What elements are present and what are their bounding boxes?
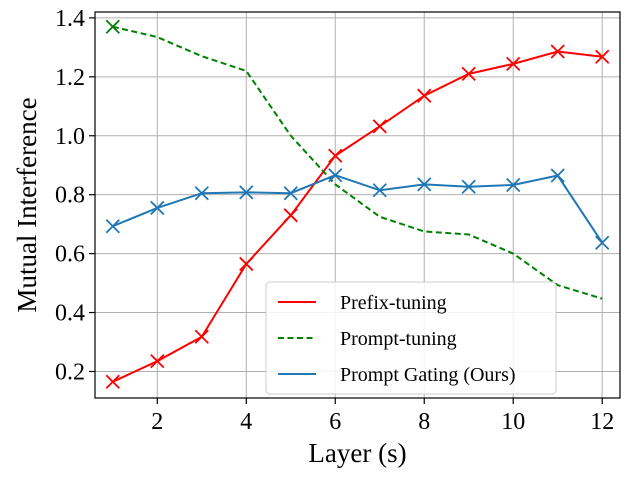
y-tick-label: 0.8 [55, 183, 85, 209]
series-line [112, 25, 603, 300]
data-point-marker [506, 177, 521, 193]
x-tick-label: 4 [240, 409, 252, 435]
legend-entry: Prompt Gating (Ours) [340, 364, 516, 386]
plot-frame [94, 11, 621, 399]
legend-entry: Prompt-tuning [340, 328, 457, 350]
data-point-marker [194, 329, 209, 344]
legend-entry: Prefix-tuning [340, 292, 447, 314]
data-point-marker [105, 374, 120, 389]
legend-box [265, 281, 557, 395]
data-point-marker [239, 185, 254, 200]
y-tick-label: 1.2 [55, 65, 85, 91]
data-point-marker [461, 179, 476, 194]
data-point-marker [150, 354, 165, 369]
data-point-marker [328, 148, 343, 163]
y-tick-label: 0.2 [55, 359, 85, 385]
legend: Prefix-tuning Prompt-tuning Prompt Gating … [265, 281, 557, 395]
series-line [112, 50, 603, 383]
data-point-marker [372, 183, 387, 198]
series-2 [105, 19, 603, 300]
data-point-marker [328, 168, 343, 183]
data-point-marker [105, 19, 120, 34]
x-tick-label: 12 [590, 409, 614, 435]
x-axis-label: Layer (s) [308, 438, 406, 468]
data-point-marker [550, 168, 565, 183]
data-point-marker [595, 235, 610, 250]
data-point-marker [239, 256, 254, 272]
x-tick-label: 8 [418, 409, 430, 435]
data-point-marker [417, 177, 432, 192]
data-point-marker [550, 44, 565, 59]
data-point-marker [283, 186, 298, 201]
y-tick-label: 0.4 [55, 301, 85, 327]
series-layer [105, 19, 610, 389]
y-tick-label: 1.0 [55, 124, 85, 150]
series-line [112, 174, 604, 244]
tick-marks [89, 17, 603, 404]
y-axis-label: Mutual Interference [12, 97, 42, 312]
series-3 [105, 168, 610, 250]
x-tick-label: 6 [329, 409, 341, 435]
grid [95, 12, 620, 398]
y-tick-label: 1.4 [55, 6, 85, 32]
series-1 [105, 44, 610, 389]
data-point-marker [105, 219, 120, 234]
data-point-marker [461, 66, 476, 82]
data-point-marker [595, 49, 610, 64]
data-point-marker [417, 88, 432, 103]
data-point-marker [194, 186, 209, 201]
y-tick-label: 0.6 [55, 242, 85, 268]
x-tick-label: 10 [501, 409, 525, 435]
data-point-marker [283, 208, 298, 223]
data-point-marker [150, 200, 165, 216]
x-tick-label: 2 [151, 409, 163, 435]
tick-labels: 2 4 6 8 10 12 0.2 0.4 0.6 0.8 1.0 1.2 1.4 [55, 6, 614, 435]
data-point-marker [372, 119, 387, 134]
data-point-marker [506, 56, 521, 71]
